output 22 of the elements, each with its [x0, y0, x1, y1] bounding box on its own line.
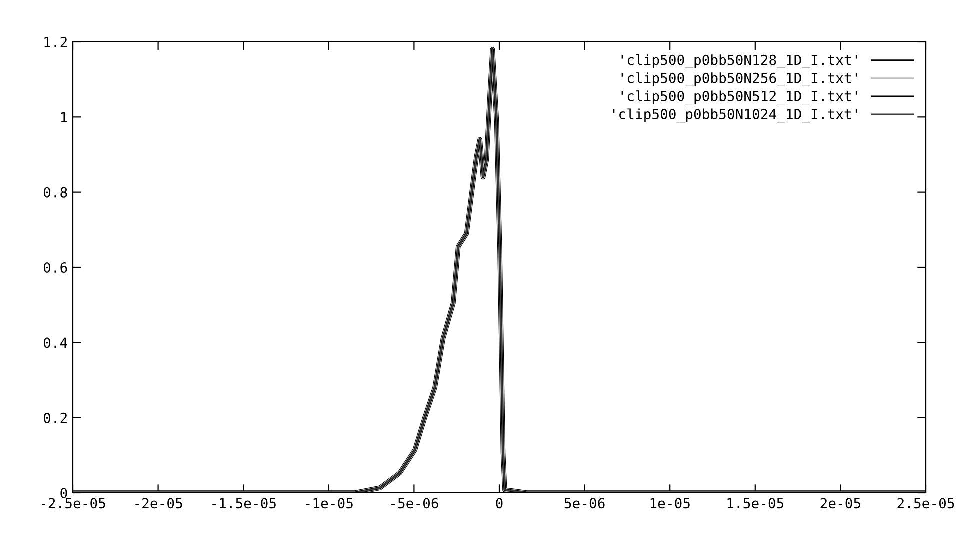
- x-tick-label: 5e-06: [564, 498, 605, 509]
- x-tick-label: 2.5e-05: [898, 498, 954, 509]
- x-tick-label: -2.5e-05: [42, 498, 106, 509]
- x-tick-label: 1e-05: [650, 498, 690, 509]
- x-tick-label: -1.5e-05: [212, 498, 276, 509]
- x-tick-label: 1.5e-05: [728, 498, 784, 509]
- legend-label: 'clip500_p0bb50N128_1D_I.txt': [622, 54, 858, 68]
- y-tick-label: 0.8: [44, 187, 68, 198]
- x-tick-label: -2e-05: [136, 498, 182, 509]
- y-tick-label: 1: [61, 112, 68, 122]
- legend-label: 'clip500_p0bb50N256_1D_I.txt': [622, 72, 858, 86]
- y-tick-label: 0.4: [44, 338, 68, 348]
- y-tick-label: 0: [60, 488, 68, 499]
- y-tick-label: 1.2: [44, 37, 67, 48]
- x-tick-label: 0: [496, 498, 503, 509]
- x-tick-label: 2e-05: [820, 498, 860, 509]
- y-tick-label: 0.2: [44, 412, 67, 424]
- x-tick-label: -5e-06: [392, 498, 438, 509]
- x-tick-label: -1e-05: [306, 498, 353, 509]
- legend-label: 'clip500_p0bb50N512_1D_I.txt': [622, 90, 858, 105]
- y-tick-label: 0.6: [44, 262, 68, 274]
- legend-label: 'clip500_p0bb50N1024_1D_I.txt': [613, 108, 858, 123]
